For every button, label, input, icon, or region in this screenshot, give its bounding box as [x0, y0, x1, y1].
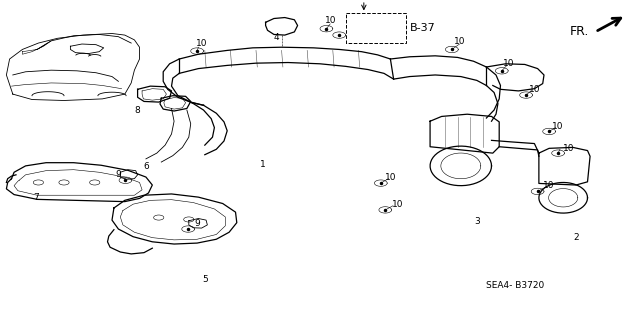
Text: 8: 8: [135, 106, 140, 115]
Text: 10: 10: [529, 85, 540, 94]
Text: 10: 10: [385, 173, 396, 182]
Text: 7: 7: [34, 193, 39, 202]
Text: FR.: FR.: [570, 25, 589, 38]
Text: 6: 6: [143, 162, 148, 171]
Text: 5: 5: [202, 275, 207, 284]
Text: 10: 10: [324, 16, 336, 25]
Text: 10: 10: [543, 181, 555, 189]
Text: 4: 4: [274, 33, 279, 42]
Text: 9: 9: [195, 219, 200, 228]
Bar: [346, 13, 406, 43]
Text: 3: 3: [474, 217, 479, 226]
Text: 10: 10: [503, 59, 515, 68]
Text: 10: 10: [454, 37, 465, 46]
Text: 10: 10: [392, 200, 404, 209]
Text: 1: 1: [260, 160, 265, 169]
Text: SEA4- B3720: SEA4- B3720: [486, 281, 545, 290]
Text: B-37: B-37: [410, 23, 435, 33]
Text: 2: 2: [573, 233, 579, 242]
Text: 10: 10: [196, 39, 207, 48]
Text: 9: 9: [116, 170, 121, 179]
Text: 10: 10: [552, 122, 564, 130]
Text: 10: 10: [563, 144, 574, 153]
